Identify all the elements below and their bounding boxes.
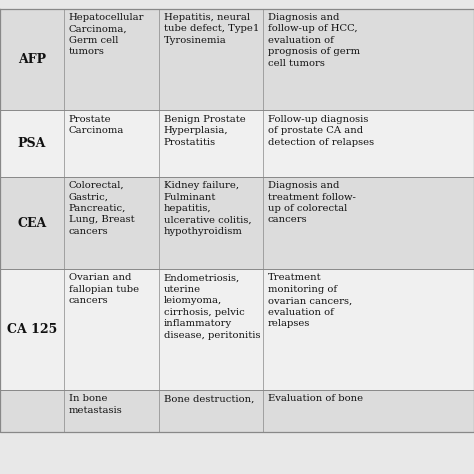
Text: Prostate
Carcinoma: Prostate Carcinoma	[69, 115, 124, 135]
Bar	[159, 177, 263, 269]
Text: Kidney failure,
Fulminant
hepatitis,
ulcerative colitis,
hypothyroidism: Kidney failure, Fulminant hepatitis, ulc…	[164, 181, 251, 236]
Text: CA 125: CA 125	[7, 323, 57, 336]
Bar	[263, 390, 474, 432]
Text: Hepatitis, neural
tube defect, Type1
Tyrosinemia: Hepatitis, neural tube defect, Type1 Tyr…	[164, 13, 259, 45]
Bar	[159, 390, 263, 432]
Bar	[64, 9, 159, 110]
Bar	[0, 110, 64, 177]
Bar	[263, 110, 474, 177]
Bar	[0, 269, 64, 390]
Bar	[159, 110, 263, 177]
Text: Evaluation of bone: Evaluation of bone	[268, 394, 363, 403]
Bar	[263, 269, 474, 390]
Text: Bone destruction,: Bone destruction,	[164, 394, 254, 403]
Text: Diagnosis and
follow-up of HCC,
evaluation of
prognosis of germ
cell tumors: Diagnosis and follow-up of HCC, evaluati…	[268, 13, 360, 68]
Bar	[0, 177, 64, 269]
Bar	[159, 9, 263, 110]
Bar	[263, 177, 474, 269]
Bar	[263, 9, 474, 110]
Bar	[64, 269, 159, 390]
Text: In bone
metastasis: In bone metastasis	[69, 394, 122, 415]
Text: Follow-up diagnosis
of prostate CA and
detection of relapses: Follow-up diagnosis of prostate CA and d…	[268, 115, 374, 146]
Bar	[0, 390, 64, 432]
Text: Ovarian and
fallopian tube
cancers: Ovarian and fallopian tube cancers	[69, 273, 139, 305]
Text: Diagnosis and
treatment follow-
up of colorectal
cancers: Diagnosis and treatment follow- up of co…	[268, 181, 356, 224]
Text: Endometriosis,
uterine
leiomyoma,
cirrhosis, pelvic
inflammatory
disease, perito: Endometriosis, uterine leiomyoma, cirrho…	[164, 273, 260, 340]
Text: CEA: CEA	[18, 217, 46, 229]
Bar	[159, 269, 263, 390]
Bar	[0, 9, 64, 110]
Text: Treatment
monitoring of
ovarian cancers,
evaluation of
relapses: Treatment monitoring of ovarian cancers,…	[268, 273, 352, 328]
Bar	[64, 390, 159, 432]
Text: Hepatocellular
Carcinoma,
Germ cell
tumors: Hepatocellular Carcinoma, Germ cell tumo…	[69, 13, 144, 56]
Bar	[64, 177, 159, 269]
Text: AFP: AFP	[18, 53, 46, 66]
Bar	[64, 110, 159, 177]
Text: Colorectal,
Gastric,
Pancreatic,
Lung, Breast
cancers: Colorectal, Gastric, Pancreatic, Lung, B…	[69, 181, 134, 236]
Text: PSA: PSA	[18, 137, 46, 150]
Text: Benign Prostate
Hyperplasia,
Prostatitis: Benign Prostate Hyperplasia, Prostatitis	[164, 115, 245, 146]
